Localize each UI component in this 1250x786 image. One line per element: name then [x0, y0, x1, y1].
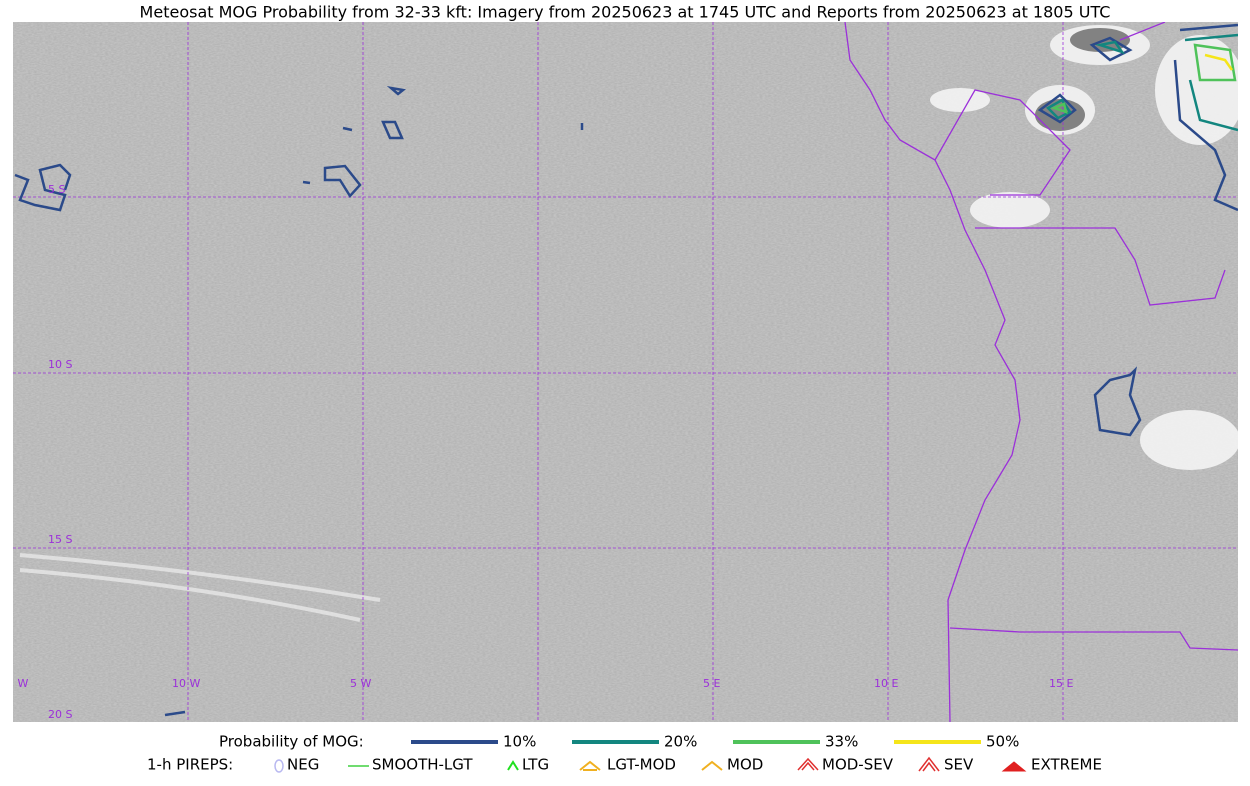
legend-label: LTG — [522, 756, 549, 774]
pirep-symbol — [701, 760, 723, 771]
graticule — [13, 22, 1238, 722]
pirep-symbol — [797, 757, 819, 771]
coastline — [844, 22, 1238, 722]
lat-label: 10 S — [48, 358, 72, 371]
pirep-symbol — [918, 756, 940, 772]
lat-label: 20 S — [48, 708, 72, 721]
legend-title: Probability of MOG: — [219, 733, 364, 751]
legend-label: SMOOTH-LGT — [372, 756, 473, 774]
pirep-symbol — [1001, 761, 1027, 772]
legend-label: SEV — [944, 756, 974, 774]
legend-label: MOD-SEV — [822, 756, 894, 774]
legend-label: EXTREME — [1031, 756, 1102, 774]
lat-label: 15 S — [48, 533, 72, 546]
pirep-symbol — [579, 760, 601, 771]
contours — [14, 23, 1238, 717]
title: Meteosat MOG Probability from 32-33 kft:… — [140, 3, 1111, 22]
legend-title: 1-h PIREPS: — [147, 756, 233, 774]
legend-label: 50% — [986, 733, 1019, 751]
legend-label: 33% — [825, 733, 858, 751]
legend-label: MOD — [727, 756, 763, 774]
image-texture — [13, 22, 1238, 722]
lon-label: 5 E — [703, 677, 720, 690]
legend-label: 10% — [503, 733, 536, 751]
legend-label: NEG — [287, 756, 319, 774]
legend-label: 20% — [664, 733, 697, 751]
legend-label: LGT-MOD — [607, 756, 676, 774]
lat-label: 5 S — [48, 183, 65, 196]
pirep-symbol — [274, 759, 284, 773]
map: 5 S 10 S 15 S 20 S 15 W 10 W 5 W 5 E 10 E 15 E — [0, 22, 1238, 722]
cloud-streak — [19, 553, 381, 622]
pirep-symbol — [507, 760, 519, 771]
lon-label: 15 E — [1049, 677, 1073, 690]
lon-label: 10 E — [874, 677, 898, 690]
lon-label: 10 W — [172, 677, 200, 690]
lon-label: 5 W — [350, 677, 371, 690]
lon-label: 15 W — [0, 677, 28, 690]
